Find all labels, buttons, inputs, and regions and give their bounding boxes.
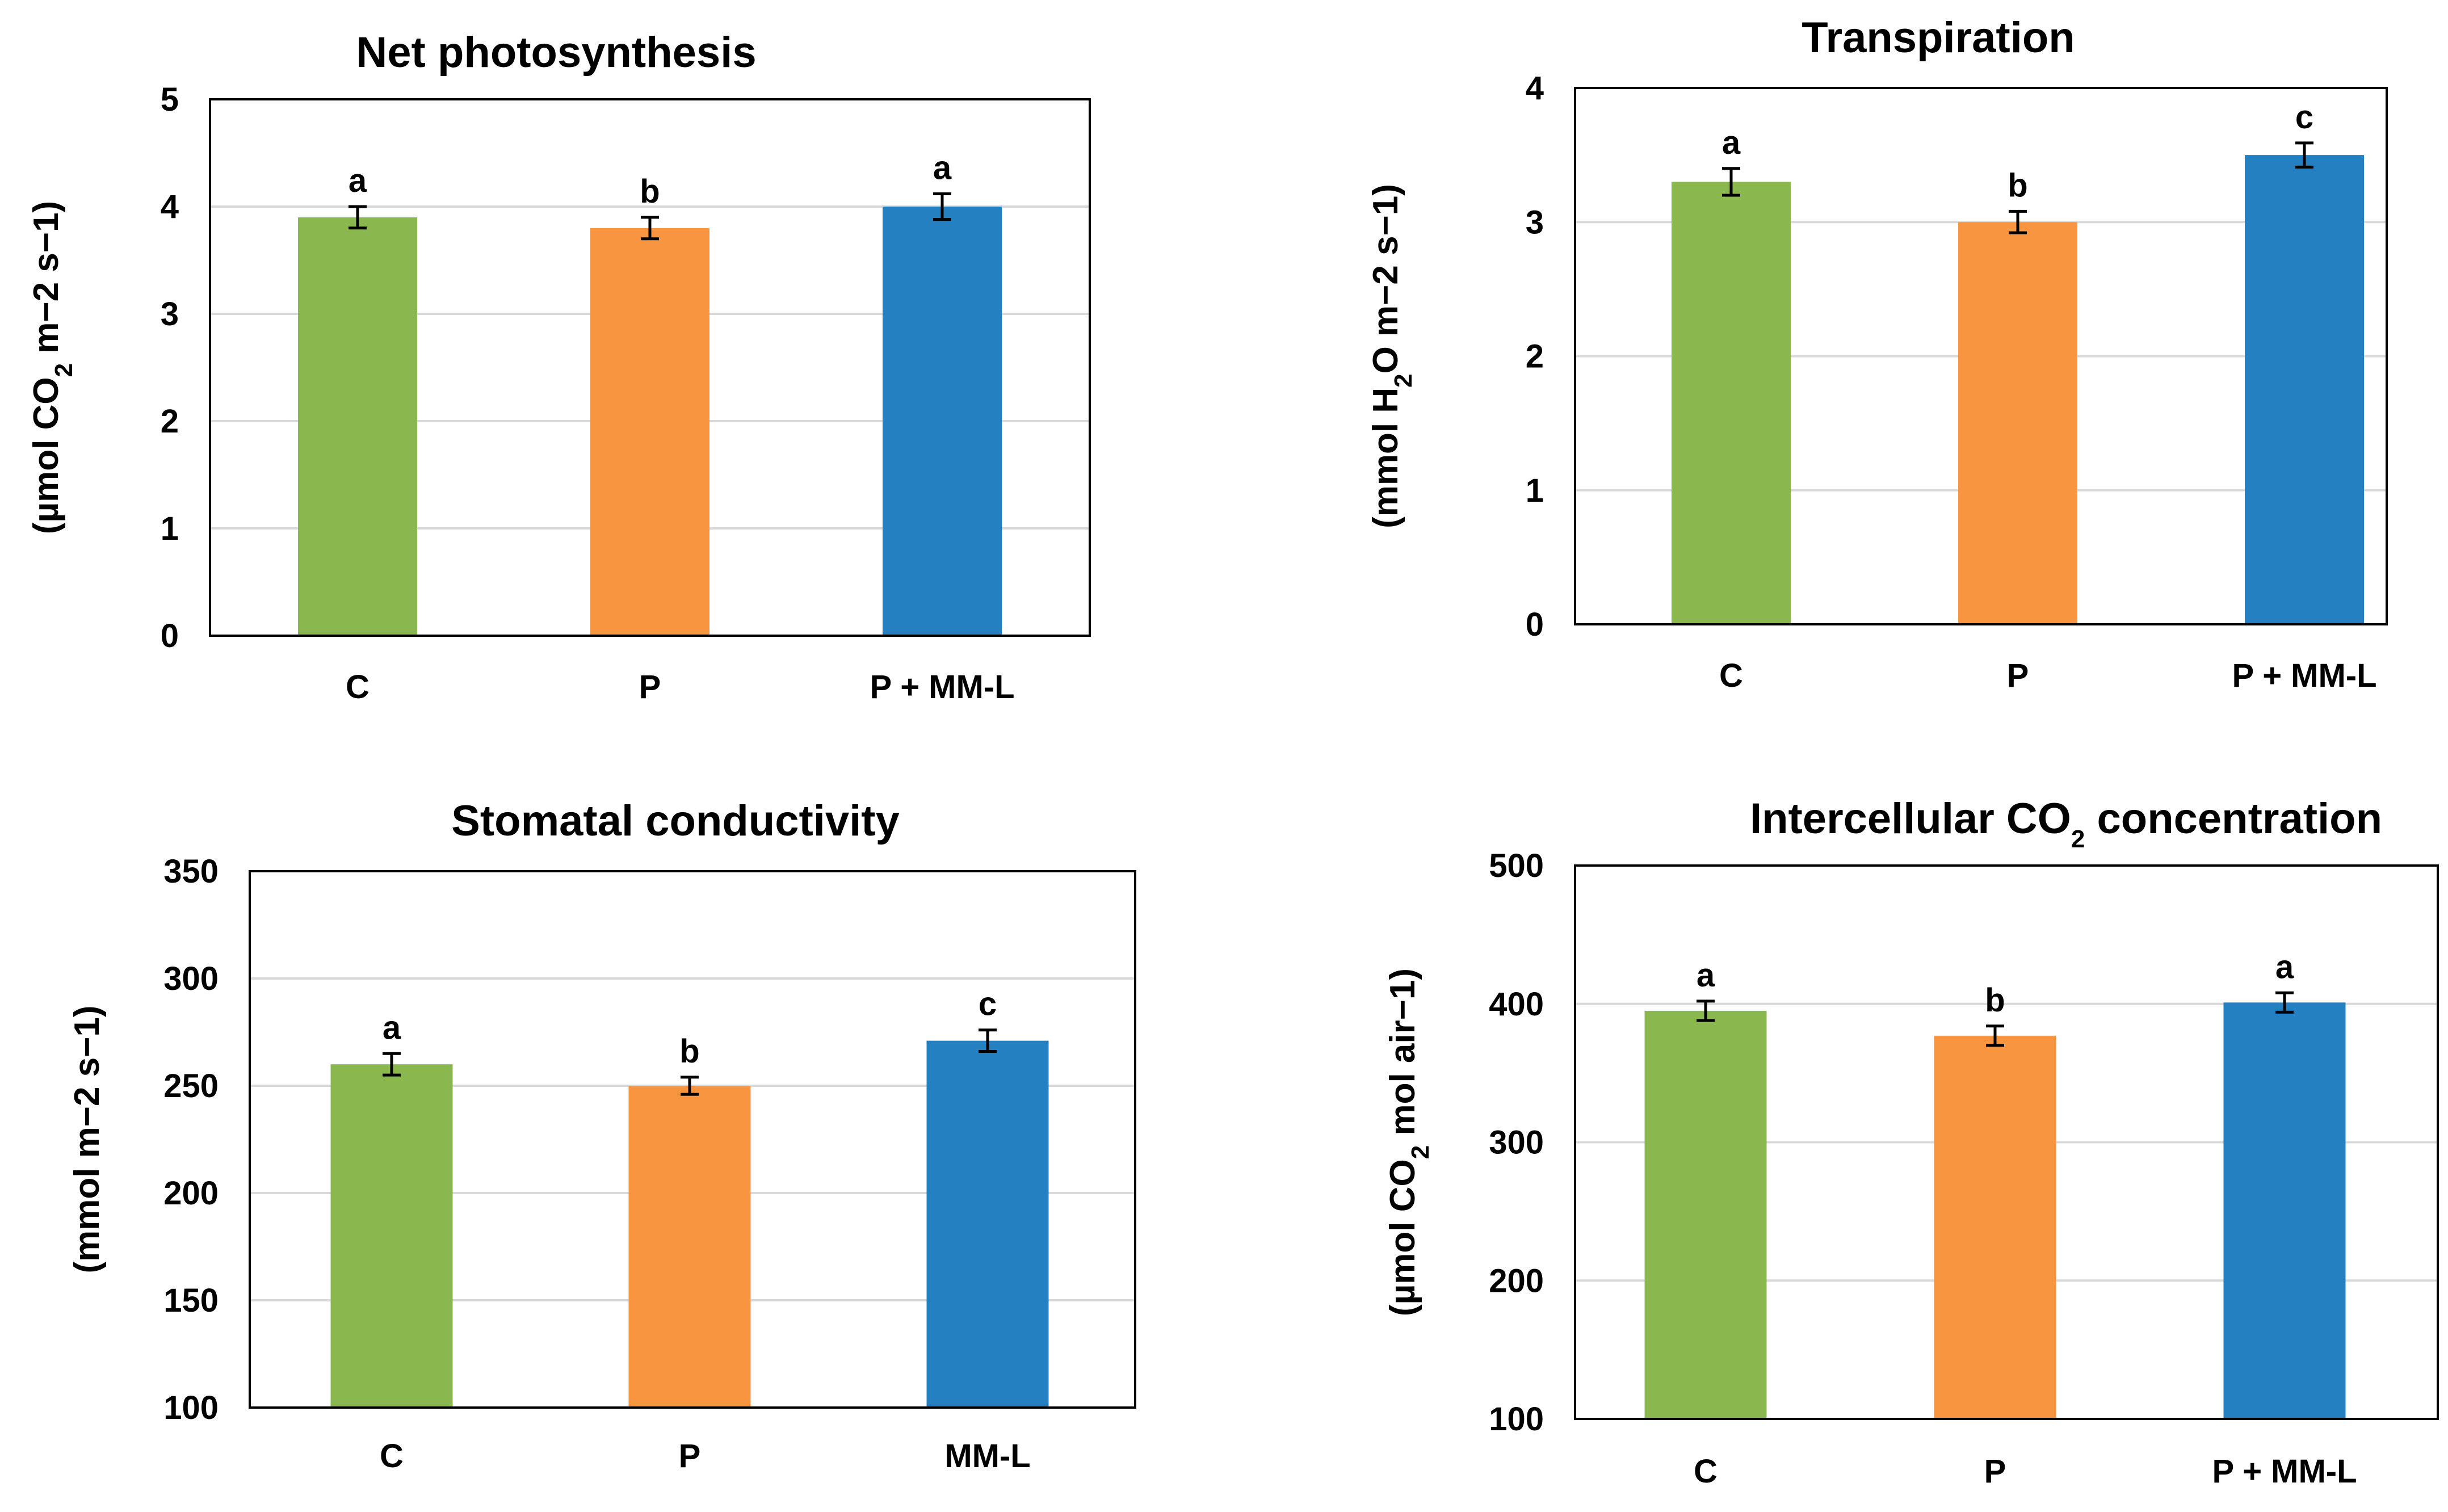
- y-axis-title: (mmol m−2 s−1): [68, 1005, 107, 1273]
- chart-panel-4: a b a 100 200 300 400 500 C P P + MM-L Intercellula…: [1383, 795, 2439, 1490]
- chart-title: Stomatal conductivity: [451, 797, 900, 845]
- x-category-label: P + MM-L: [870, 669, 1014, 705]
- significance-letter: a: [348, 162, 367, 199]
- bar-c: [1644, 1010, 1767, 1419]
- x-category-label: P + MM-L: [2212, 1453, 2357, 1490]
- text-run: mol air−1): [1383, 968, 1422, 1145]
- y-tick-label: 400: [1489, 986, 1544, 1023]
- error-bar: [641, 216, 659, 241]
- y-tick-label: 100: [1489, 1401, 1544, 1438]
- significance-letter: c: [2295, 99, 2313, 136]
- text-run: concentration: [2085, 795, 2382, 843]
- significance-letter: a: [1697, 957, 1715, 994]
- significance-letter: b: [679, 1033, 699, 1070]
- y-tick-label: 300: [163, 960, 219, 997]
- bar-p-mm-l: [2245, 155, 2364, 624]
- significance-letter: b: [2008, 167, 2027, 204]
- chart-title: Net photosynthesis: [356, 28, 756, 77]
- chart-title: Transpiration: [1802, 14, 2075, 62]
- y-tick-label: 0: [1526, 606, 1544, 643]
- x-category-label: C: [1719, 657, 1743, 694]
- y-tick-label: 300: [1489, 1124, 1544, 1161]
- y-tick-label: 1: [161, 510, 179, 547]
- bar-c: [298, 217, 417, 636]
- y-tick-label: 4: [1526, 70, 1544, 107]
- bar-p: [628, 1086, 751, 1408]
- y-axis-title: (µmol CO2 mol air−1): [1383, 968, 1434, 1316]
- error-bar: [681, 1076, 699, 1096]
- chart-panel-1: a b a 0 1 2 3 4 5 C P P + MM-L Net photosynthesis (µm…: [27, 28, 1091, 705]
- chart-title: Intercellular CO2 concentration: [1750, 795, 2382, 853]
- significance-letter: b: [640, 173, 660, 210]
- chart-panel-3: a b c 100 150 200 250 300 350 C P MM-L Stomatal cond…: [68, 797, 1136, 1475]
- x-category-label: C: [346, 669, 369, 705]
- x-category-label: P + MM-L: [2232, 657, 2376, 694]
- significance-letter: b: [1985, 982, 2005, 1019]
- text-run: O m−2 s−1): [1366, 184, 1405, 373]
- y-tick-label: 350: [163, 853, 219, 890]
- error-bar: [933, 192, 951, 221]
- significance-letter: a: [383, 1009, 401, 1046]
- error-bar: [2009, 209, 2027, 234]
- subscript-2: 2: [1406, 1145, 1434, 1159]
- bar-p: [590, 228, 709, 636]
- bar-c: [330, 1064, 453, 1408]
- y-tick-label: 500: [1489, 847, 1544, 884]
- error-bar: [383, 1052, 401, 1077]
- subscript-2: 2: [50, 363, 78, 377]
- y-tick-label: 3: [1526, 204, 1544, 241]
- text-run: (mmol H: [1366, 388, 1405, 528]
- bar-p: [1958, 222, 2077, 624]
- text-run: (mmol m−2 s−1): [68, 1005, 107, 1273]
- x-category-label: C: [380, 1438, 404, 1475]
- text-run: Stomatal conductivity: [451, 797, 900, 845]
- y-axis-title: (µmol CO2 m−2 s−1): [27, 201, 78, 534]
- subscript-2: 2: [2071, 825, 2085, 853]
- y-tick-label: 3: [161, 296, 179, 333]
- subscript-2: 2: [1389, 373, 1417, 387]
- bar-c: [1672, 182, 1791, 624]
- error-bar: [1986, 1024, 2004, 1047]
- x-category-label: P: [679, 1438, 701, 1475]
- error-bar: [2295, 141, 2313, 169]
- y-tick-label: 0: [161, 618, 179, 654]
- y-tick-label: 5: [161, 81, 179, 118]
- significance-letter: a: [1722, 124, 1741, 161]
- text-run: m−2 s−1): [27, 201, 66, 363]
- x-category-label: C: [1694, 1453, 1718, 1490]
- x-category-label: P: [639, 669, 661, 705]
- text-run: Intercellular CO: [1750, 795, 2071, 843]
- text-run: Transpiration: [1802, 14, 2075, 62]
- significance-letter: a: [2275, 948, 2294, 985]
- bar-mm-l: [926, 1040, 1049, 1408]
- bar-p-mm-l: [883, 207, 1002, 636]
- x-category-label: P: [2007, 657, 2029, 694]
- x-category-label: MM-L: [944, 1438, 1030, 1475]
- y-tick-label: 2: [161, 403, 179, 440]
- text-run: (µmol CO: [27, 377, 66, 534]
- y-tick-label: 250: [163, 1068, 219, 1104]
- error-bar: [2275, 991, 2294, 1014]
- significance-letter: c: [979, 986, 997, 1023]
- y-tick-label: 150: [163, 1282, 219, 1319]
- y-tick-label: 4: [161, 188, 179, 225]
- y-tick-label: 200: [163, 1175, 219, 1212]
- y-tick-label: 200: [1489, 1262, 1544, 1299]
- error-bar: [1697, 999, 1715, 1022]
- bar-p: [1934, 1035, 2056, 1419]
- y-tick-label: 100: [163, 1389, 219, 1426]
- y-tick-label: 2: [1526, 338, 1544, 375]
- significance-letter: a: [933, 149, 952, 186]
- x-category-label: P: [1984, 1453, 2006, 1490]
- text-run: (µmol CO: [1383, 1159, 1422, 1316]
- y-tick-label: 1: [1526, 472, 1544, 509]
- error-bar: [1722, 167, 1740, 197]
- error-bar: [348, 205, 367, 230]
- bar-p-mm-l: [2223, 1002, 2346, 1419]
- text-run: Net photosynthesis: [356, 28, 756, 77]
- y-axis-title: (mmol H2O m−2 s−1): [1366, 184, 1417, 528]
- error-bar: [979, 1028, 997, 1053]
